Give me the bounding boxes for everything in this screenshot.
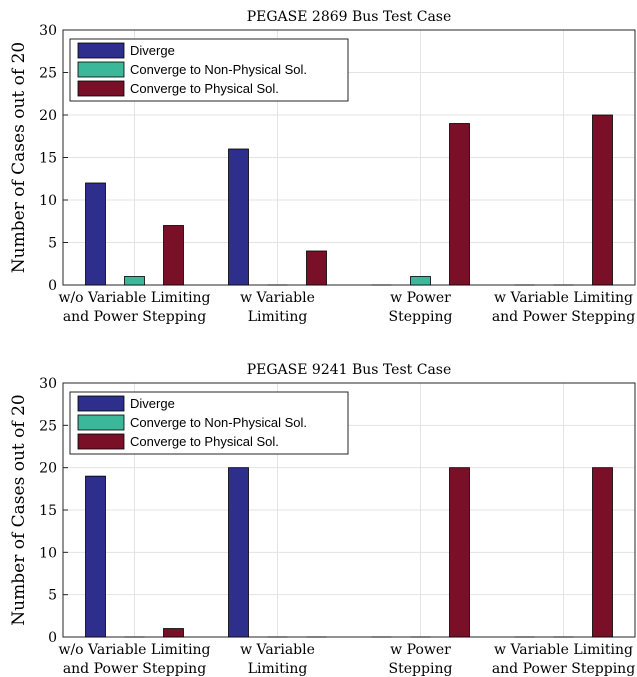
x-category-label-line: w/o Variable Limiting xyxy=(58,642,210,658)
x-category-label-line: Stepping xyxy=(389,309,453,325)
legend-label: Converge to Non-Physical Sol. xyxy=(130,62,307,77)
x-category-label-line: w Variable Limiting xyxy=(494,290,633,306)
x-category-label: w Power Stepping xyxy=(389,290,453,325)
x-category-label-line: w Variable xyxy=(240,642,315,658)
legend-label: Converge to Non-Physical Sol. xyxy=(130,415,307,430)
x-category-label-line: w Power xyxy=(390,642,451,658)
y-tick-label: 5 xyxy=(48,236,57,252)
y-tick-label: 15 xyxy=(39,503,57,519)
x-category-label-line: Limiting xyxy=(248,309,308,325)
bar-converge-to-non-physical-sol- xyxy=(410,276,431,286)
legend-swatch xyxy=(77,42,125,59)
chart-title: PEGASE 9241 Bus Test Case xyxy=(247,362,452,378)
legend-label: Converge to Physical Sol. xyxy=(130,434,279,449)
bar-diverge xyxy=(85,475,106,638)
y-tick-label: 5 xyxy=(48,588,57,604)
bar-converge-to-physical-sol- xyxy=(306,250,327,286)
legend-swatch xyxy=(77,414,125,431)
y-tick-label: 25 xyxy=(39,418,57,434)
y-tick-label: 10 xyxy=(39,193,57,209)
x-category-label-line: and Power Stepping xyxy=(492,309,635,325)
x-category-label: w Variable Limiting xyxy=(240,290,315,325)
x-category-label-line: and Power Stepping xyxy=(492,661,635,677)
y-axis-label: Number of Cases out of 20 xyxy=(9,42,29,273)
x-category-label-line: Stepping xyxy=(389,661,453,677)
bar-diverge xyxy=(228,148,249,286)
legend-label: Converge to Physical Sol. xyxy=(130,81,279,96)
chart-1: 0 5 10 15 20 25 30 w/o Variable Limiting and Pow… xyxy=(9,362,636,677)
y-tick-label: 30 xyxy=(39,376,57,392)
bar-converge-to-physical-sol- xyxy=(449,467,470,638)
y-tick-label: 0 xyxy=(48,630,57,646)
x-category-label-line: w Power xyxy=(390,290,451,306)
legend-swatch xyxy=(77,61,125,78)
x-category-label-line: w/o Variable Limiting xyxy=(58,290,210,306)
y-axis-label: Number of Cases out of 20 xyxy=(9,394,29,625)
bar-converge-to-physical-sol- xyxy=(592,467,613,638)
bar-converge-to-physical-sol- xyxy=(449,123,470,286)
y-tick-label: 15 xyxy=(39,151,57,167)
x-category-label: w Power Stepping xyxy=(389,642,453,677)
y-tick-label: 20 xyxy=(39,108,57,124)
bar-converge-to-physical-sol- xyxy=(592,114,613,286)
x-category-label-line: w Variable Limiting xyxy=(494,642,633,658)
y-tick-label: 20 xyxy=(39,461,57,477)
y-tick-label: 0 xyxy=(48,278,57,294)
x-category-label: w Variable Limiting and Power Stepping xyxy=(492,642,635,677)
bar-converge-to-physical-sol- xyxy=(163,225,184,286)
x-category-label: w/o Variable Limiting and Power Stepping xyxy=(58,642,210,677)
bar-converge-to-non-physical-sol- xyxy=(124,276,145,286)
bar-diverge xyxy=(228,467,249,638)
legend-label: Diverge xyxy=(130,396,175,411)
legend-swatch xyxy=(77,433,125,450)
legend-label: Diverge xyxy=(130,43,175,58)
x-category-label: w Variable Limiting xyxy=(240,642,315,677)
x-category-label-line: Limiting xyxy=(248,661,308,677)
x-category-label: w Variable Limiting and Power Stepping xyxy=(492,290,635,325)
legend-swatch xyxy=(77,80,125,97)
y-tick-label: 25 xyxy=(39,66,57,82)
y-tick-label: 10 xyxy=(39,545,57,561)
chart-title: PEGASE 2869 Bus Test Case xyxy=(247,9,452,25)
x-category-label-line: and Power Stepping xyxy=(63,661,206,677)
legend-swatch xyxy=(77,395,125,412)
x-category-label: w/o Variable Limiting and Power Stepping xyxy=(58,290,210,325)
y-tick-label: 30 xyxy=(39,23,57,39)
x-category-label-line: w Variable xyxy=(240,290,315,306)
bar-converge-to-physical-sol- xyxy=(163,628,184,638)
bar-diverge xyxy=(85,182,106,286)
chart-0: 0 5 10 15 20 25 30 w/o Variable Limiting and Pow… xyxy=(9,9,636,325)
x-category-label-line: and Power Stepping xyxy=(63,309,206,325)
